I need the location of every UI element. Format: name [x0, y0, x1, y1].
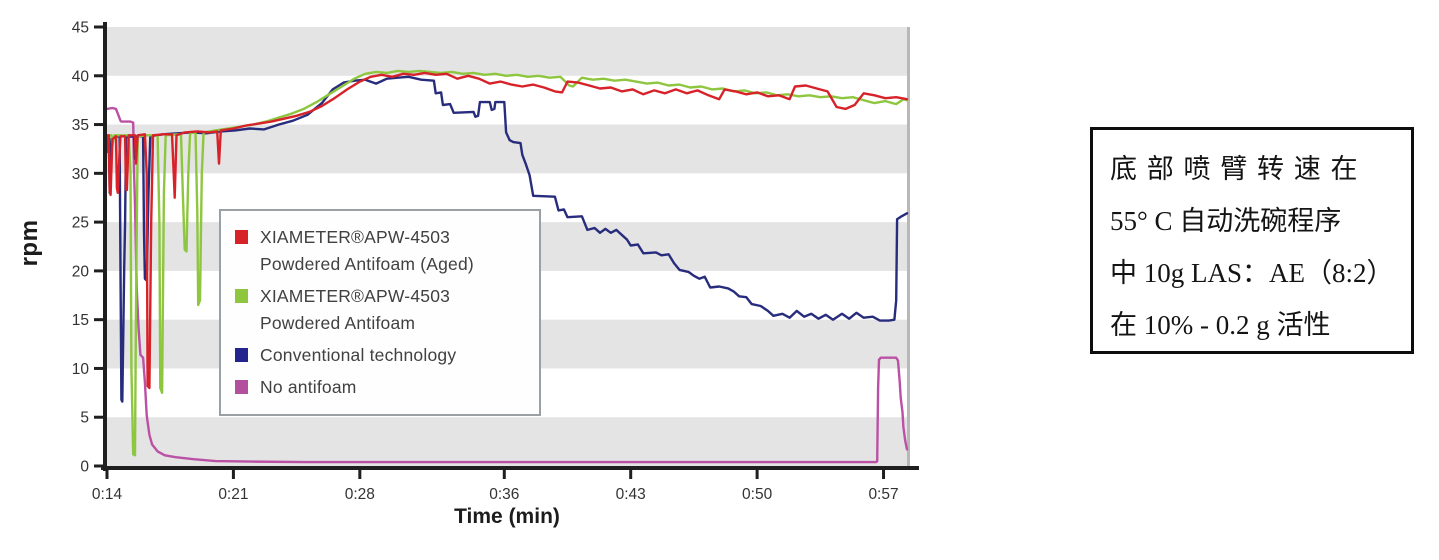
annotation-line: 在 10% - 0.2 g 活性	[1110, 310, 1331, 340]
legend-label-line: Powdered Antifoam (Aged)	[260, 254, 474, 274]
series-line-xiameter-apw-4503-powdered-antifoam	[105, 69, 909, 457]
y-tick-label: 0	[80, 459, 89, 476]
y-tick-mark	[94, 269, 103, 273]
x-tick-label: 0:14	[92, 486, 123, 503]
x-tick-label: 0:21	[218, 486, 248, 503]
y-tick-mark	[94, 171, 103, 175]
legend-item-apw4503: XIAMETER®APW-4503 Powdered Antifoam	[235, 283, 539, 337]
x-tick-mark	[502, 470, 506, 479]
x-tick-label: 0:36	[489, 486, 519, 503]
y-tick-mark	[94, 25, 103, 29]
legend-label-line: Powdered Antifoam	[260, 313, 416, 333]
x-axis-title: Time (min)	[454, 505, 560, 528]
y-tick-label: 10	[72, 361, 90, 378]
legend-label-line: No antifoam	[260, 377, 357, 397]
annotation-box: 底 部 喷 臂 转 速 在 55° C 自动洗碗程序 中 10g LAS：AE（…	[1090, 127, 1414, 354]
annotation-line: 中 10g LAS：AE（8:2）	[1110, 258, 1394, 288]
legend-swatch-magenta	[235, 380, 248, 394]
series-line-conventional-technology	[105, 75, 909, 403]
y-tick-label: 35	[72, 117, 89, 134]
plot-band	[107, 27, 907, 76]
x-tick-label: 0:57	[868, 486, 898, 503]
legend-item-conventional: Conventional technology	[235, 342, 539, 369]
y-tick-label: 15	[72, 312, 89, 329]
legend-label-line: XIAMETER®APW-4503	[260, 286, 451, 306]
series-line-xiameter-apw-4503-powdered-antifoam-aged-	[105, 71, 909, 390]
y-axis-title: rpm	[16, 219, 43, 267]
y-axis-line	[103, 22, 107, 471]
legend-swatch-red	[235, 230, 248, 244]
x-tick-label: 0:43	[616, 486, 646, 503]
plot-band	[107, 417, 907, 466]
legend-item-apw4503-aged: XIAMETER®APW-4503 Powdered Antifoam (Age…	[235, 224, 539, 278]
plot-right-border	[907, 27, 910, 468]
y-tick-label: 30	[72, 166, 90, 183]
y-tick-mark	[94, 464, 103, 468]
x-tick-mark	[105, 470, 109, 479]
y-tick-label: 40	[72, 68, 90, 85]
series-line-no-antifoam	[105, 106, 909, 464]
y-tick-label: 45	[72, 20, 89, 37]
y-tick-label: 20	[72, 263, 90, 280]
y-tick-label: 25	[72, 215, 89, 232]
x-tick-mark	[629, 470, 633, 479]
x-tick-label: 0:50	[742, 486, 773, 503]
x-tick-label: 0:28	[345, 486, 375, 503]
y-tick-mark	[94, 366, 103, 370]
x-tick-mark	[358, 470, 362, 479]
legend-swatch-green	[235, 289, 248, 303]
y-tick-mark	[94, 318, 103, 322]
legend-item-no-antifoam: No antifoam	[235, 374, 539, 401]
x-tick-mark	[755, 470, 759, 479]
y-tick-mark	[94, 415, 103, 419]
y-tick-mark	[94, 74, 103, 78]
x-axis-line	[101, 466, 919, 470]
chart-legend: XIAMETER®APW-4503 Powdered Antifoam (Age…	[219, 209, 541, 416]
legend-label-line: XIAMETER®APW-4503	[260, 227, 451, 247]
y-tick-label: 5	[80, 410, 89, 427]
x-tick-mark	[231, 470, 235, 479]
annotation-line: 55° C 自动洗碗程序	[1110, 206, 1342, 236]
y-tick-mark	[94, 123, 103, 127]
x-tick-mark	[882, 470, 886, 479]
legend-label-line: Conventional technology	[260, 345, 457, 365]
annotation-line: 底 部 喷 臂 转 速 在	[1110, 154, 1359, 184]
legend-swatch-blue	[235, 348, 248, 362]
y-tick-mark	[94, 220, 103, 224]
